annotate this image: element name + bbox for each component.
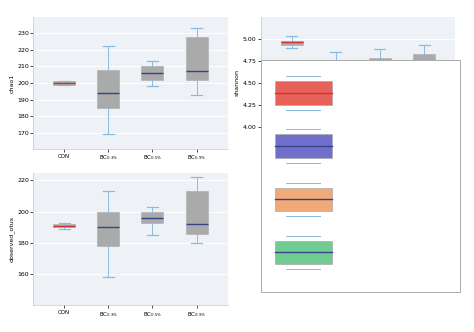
PathPatch shape [141,212,164,223]
Text: (b): (b) [349,187,367,197]
PathPatch shape [53,81,75,85]
PathPatch shape [325,61,347,96]
PathPatch shape [53,224,75,227]
Text: BC$_{0.3\%}$: BC$_{0.3\%}$ [346,140,374,152]
PathPatch shape [97,212,119,246]
PathPatch shape [185,191,208,234]
Y-axis label: chao1: chao1 [9,73,14,93]
Text: CON: CON [346,88,365,98]
Text: BC$_{0.5\%}$: BC$_{0.5\%}$ [346,193,374,206]
PathPatch shape [141,66,164,80]
PathPatch shape [369,58,391,70]
PathPatch shape [97,70,119,108]
PathPatch shape [413,54,435,67]
Y-axis label: shannon: shannon [235,69,240,97]
Text: BC$_{0.9\%}$: BC$_{0.9\%}$ [346,246,374,259]
Y-axis label: observed_otus: observed_otus [9,216,14,262]
PathPatch shape [185,37,208,80]
Text: (a): (a) [121,187,139,197]
PathPatch shape [281,42,303,45]
